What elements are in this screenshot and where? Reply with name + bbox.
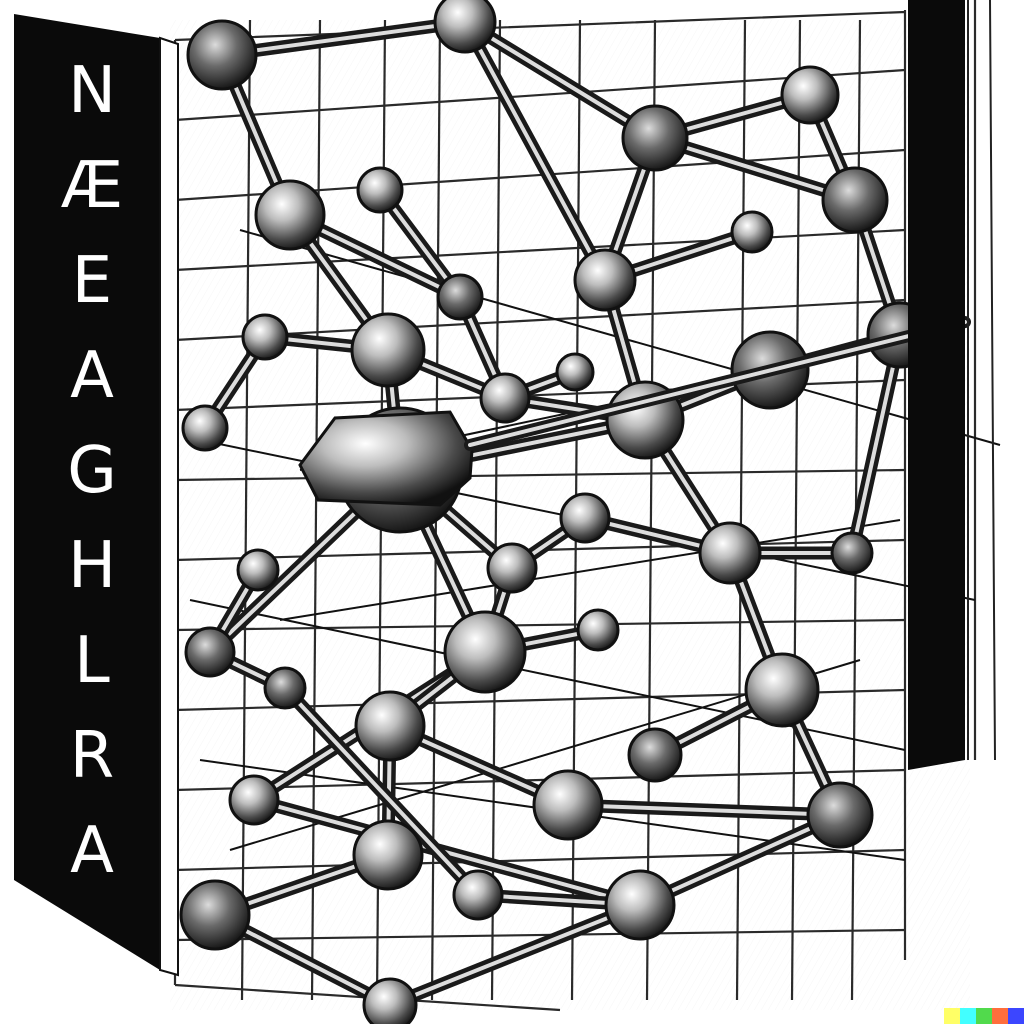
spine-letter: R: [70, 719, 114, 793]
spine-letter: N: [68, 54, 116, 128]
lattice-node: [555, 352, 595, 392]
spine-letter: A: [70, 814, 114, 888]
lattice-node: [830, 531, 874, 575]
lattice-node: [486, 542, 538, 594]
spine-letter: L: [74, 624, 110, 698]
lattice-node: [263, 666, 307, 710]
lattice-node: [186, 19, 258, 91]
lattice-node: [730, 210, 774, 254]
spine-letter: Æ: [61, 149, 123, 223]
lattice-node: [698, 521, 762, 585]
lattice-node: [576, 608, 620, 652]
watermark-swatch: [944, 1008, 960, 1024]
lattice-node: [181, 404, 229, 452]
lattice-node: [362, 977, 418, 1024]
lattice-node: [479, 372, 531, 424]
lattice-node: [179, 879, 251, 951]
spine-letter: E: [72, 244, 112, 318]
lattice-nodes: [179, 0, 971, 1024]
right-panel: [908, 0, 996, 770]
lattice-node: [604, 869, 676, 941]
spine-letter: H: [68, 529, 116, 603]
lattice-node: [744, 652, 820, 728]
lattice-node: [621, 104, 689, 172]
lattice-node: [352, 819, 424, 891]
right-panel-shape: [908, 0, 965, 770]
lattice-node: [356, 166, 404, 214]
spine-letter: G: [67, 434, 117, 508]
watermark-swatch: [1008, 1008, 1024, 1024]
spine-edge: [159, 36, 179, 977]
watermark-swatch: [976, 1008, 992, 1024]
lattice-node: [780, 65, 840, 125]
lattice-node: [241, 313, 289, 361]
lattice-node: [436, 273, 484, 321]
lattice-node: [443, 610, 527, 694]
watermark-swatch: [992, 1008, 1008, 1024]
lattice-node: [184, 626, 236, 678]
lattice-node: [433, 0, 497, 54]
lattice-node: [573, 248, 637, 312]
lattice-node: [354, 690, 426, 762]
watermark-swatch: [960, 1008, 976, 1024]
lattice-node: [532, 769, 604, 841]
spine-letter: A: [70, 339, 114, 413]
central-hub: [298, 410, 474, 507]
lattice-node: [627, 727, 683, 783]
lattice-node: [821, 166, 889, 234]
color-watermark: [944, 1008, 1024, 1024]
spine-panel: [14, 14, 160, 970]
lattice-node: [452, 869, 504, 921]
lattice-node: [350, 312, 426, 388]
lattice-node: [806, 781, 874, 849]
lattice-node: [559, 492, 611, 544]
lattice-node: [254, 179, 326, 251]
lattice-node: [236, 548, 280, 592]
lattice-node: [228, 774, 280, 826]
